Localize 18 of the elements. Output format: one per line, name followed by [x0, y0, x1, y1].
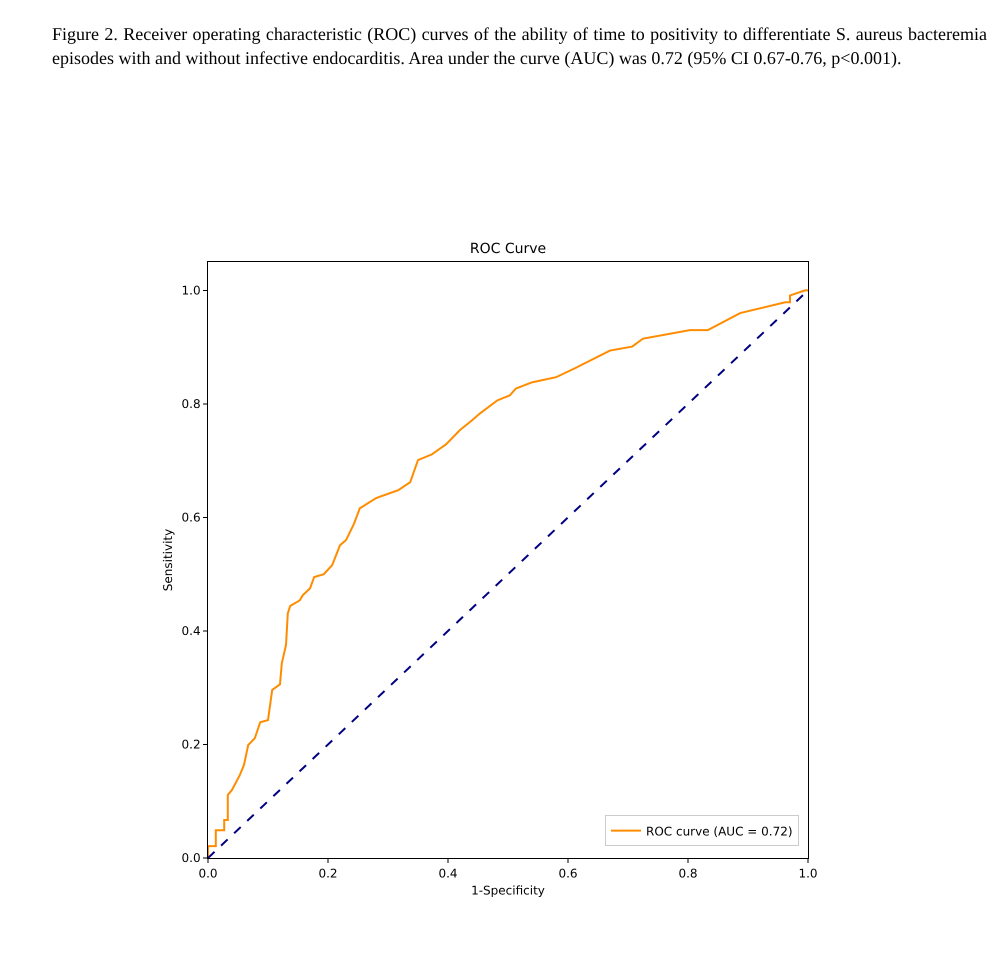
y-tick-label: 1.0 [182, 284, 201, 298]
y-tick-label: 0.8 [182, 397, 201, 412]
chart-title: ROC Curve [470, 240, 546, 257]
y-tick-label: 0.2 [182, 738, 201, 752]
x-tick-label: 0.2 [318, 866, 338, 880]
x-axis-title: 1-Specificity [471, 883, 545, 898]
y-axis-title: Sensitivity [160, 528, 175, 592]
x-tick-label: 1.0 [798, 866, 818, 880]
caption: Figure 2. Receiver operating characteristic (ROC) curves of the ability of time to positivity to differentiate S. aureus bacteremia episodes with and without infective endocarditis. Area under the curve (AUC) was 0.72 (95% CI 0.67-0.76, p<0.001). [52, 23, 987, 70]
legend-label: ROC curve (AUC = 0.72) [646, 824, 793, 838]
y-tick-label: 0.4 [182, 624, 201, 638]
y-tick-label: 0.0 [182, 851, 201, 866]
line-series [208, 289, 808, 858]
y-tick-label: 0.6 [182, 510, 201, 525]
x-tick-label: 0.6 [558, 866, 578, 880]
x-tick-label: 0.8 [678, 866, 698, 880]
x-tick-label: 0.4 [438, 866, 458, 880]
x-tick-label: 0.0 [198, 866, 218, 880]
